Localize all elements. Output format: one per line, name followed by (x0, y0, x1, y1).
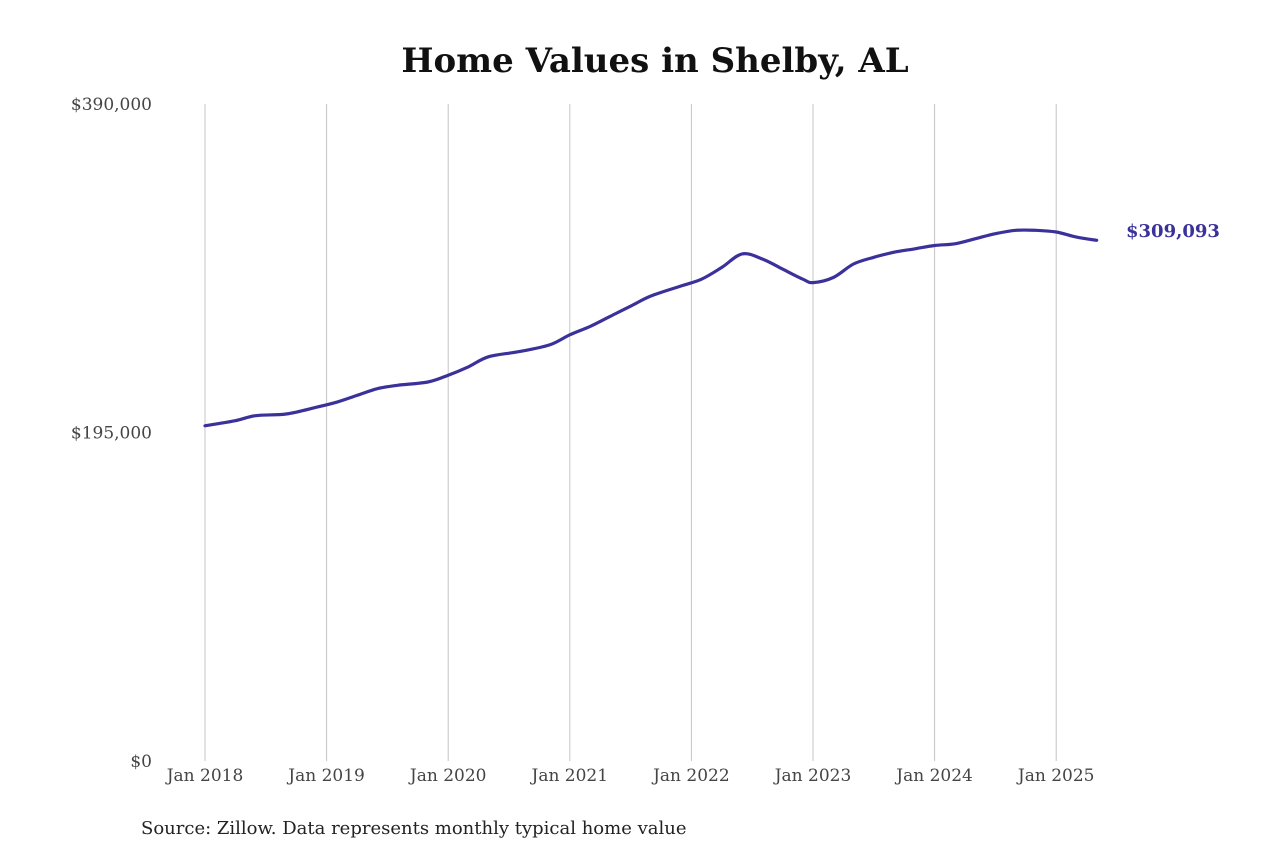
series-layer (203, 228, 1099, 428)
series-line-0 (203, 228, 1099, 428)
y-tick-label: $195,000 (71, 424, 152, 444)
source-note: Source: Zillow. Data represents monthly … (141, 818, 687, 839)
chart-title: Home Values in Shelby, AL (401, 41, 908, 81)
y-tick-label: $390,000 (71, 95, 152, 115)
x-tick-label: Jan 2024 (894, 766, 973, 786)
y-axis: $390,000 $195,000 $0 (71, 95, 152, 772)
x-tick-label: Jan 2025 (1016, 766, 1095, 786)
x-tick-label: Jan 2018 (165, 766, 244, 786)
x-tick-label: Jan 2020 (408, 766, 487, 786)
last-value-label: $309,093 (1126, 221, 1220, 242)
x-axis: Jan 2018 Jan 2019 Jan 2020 Jan 2021 Jan 2022… (165, 766, 1095, 786)
x-tick-label: Jan 2019 (286, 766, 365, 786)
gridlines (204, 104, 1057, 761)
x-tick-label: Jan 2021 (530, 766, 609, 786)
x-tick-label: Jan 2023 (773, 766, 852, 786)
y-tick-label: $0 (130, 752, 152, 772)
x-tick-label: Jan 2022 (651, 766, 730, 786)
